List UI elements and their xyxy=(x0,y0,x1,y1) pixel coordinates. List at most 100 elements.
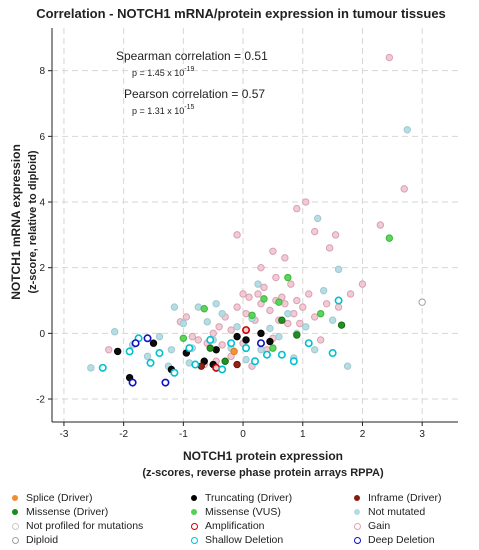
point-shallow-deletion xyxy=(289,357,298,366)
point-shallow-deletion xyxy=(218,365,227,374)
point-not-mutated xyxy=(170,303,179,311)
point-missense-vus xyxy=(260,295,268,303)
point-missense-vus xyxy=(385,234,394,242)
x-tick-label: 1 xyxy=(300,429,306,440)
point-shallow-deletion xyxy=(334,296,343,305)
point-shallow-deletion xyxy=(191,360,200,369)
legend-marker xyxy=(191,509,197,515)
point-gain xyxy=(284,319,292,328)
point-not-mutated xyxy=(319,286,328,295)
point-not-mutated xyxy=(143,352,152,361)
legend-label: Splice (Driver) xyxy=(26,492,93,504)
x-tick-label: 0 xyxy=(240,429,246,440)
y-tick-label: 4 xyxy=(39,198,45,209)
legend-label: Missense (Driver) xyxy=(26,506,109,518)
point-gain xyxy=(322,300,331,308)
point-not-mutated xyxy=(313,214,322,223)
point-not-mutated xyxy=(284,309,292,318)
point-shallow-deletion xyxy=(242,344,251,353)
y-tick-label: 8 xyxy=(39,66,45,77)
legend-label: Not mutated xyxy=(368,506,426,518)
legend-label: Missense (VUS) xyxy=(205,506,281,518)
point-truncating-driver xyxy=(149,339,158,347)
point-shallow-deletion xyxy=(146,358,155,367)
point-gain xyxy=(346,290,355,298)
point-gain xyxy=(194,336,202,344)
x-tick-label: -3 xyxy=(59,429,68,440)
point-gain xyxy=(260,283,268,292)
legend-marker xyxy=(354,495,360,501)
point-shallow-deletion xyxy=(251,357,260,366)
point-shallow-deletion xyxy=(185,344,194,353)
y-axis-sublabel: (z-score, relative to diploid) xyxy=(27,150,39,293)
point-gain xyxy=(293,204,301,213)
point-gain xyxy=(233,231,241,239)
point-gain xyxy=(376,221,385,229)
point-gain xyxy=(334,303,343,311)
x-tick-label: 3 xyxy=(419,429,425,440)
point-gain xyxy=(299,303,307,311)
point-missense-driver xyxy=(206,344,214,352)
point-gain xyxy=(182,313,191,321)
point-gain xyxy=(227,326,235,334)
legend-marker xyxy=(354,509,360,515)
x-tick-label: -1 xyxy=(179,429,188,440)
spearman-p-exp: -19 xyxy=(184,66,194,73)
point-not-mutated xyxy=(155,332,164,341)
point-truncating-driver xyxy=(242,336,250,344)
point-gain xyxy=(287,280,295,288)
legend-marker xyxy=(12,495,18,501)
y-tick-label: -2 xyxy=(36,395,45,406)
point-shallow-deletion xyxy=(262,350,271,359)
point-missense-vus xyxy=(284,273,292,282)
point-gain xyxy=(269,247,277,255)
point-missense-vus xyxy=(316,309,325,318)
spearman-label: Spearman correlation = 0.51 xyxy=(116,49,268,63)
point-not-mutated xyxy=(87,364,95,372)
point-shallow-deletion xyxy=(227,339,236,348)
x-axis-label: NOTCH1 protein expression xyxy=(183,449,343,463)
chart-title: Correlation - NOTCH1 mRNA/protein expres… xyxy=(36,6,446,21)
legend-marker xyxy=(354,523,361,530)
point-splice-driver xyxy=(230,347,238,356)
point-shallow-deletion xyxy=(304,339,313,348)
point-gain xyxy=(257,263,265,272)
point-gain xyxy=(218,341,226,349)
spearman-p-base: p = 1.45 x 10 xyxy=(132,68,184,78)
point-missense-vus xyxy=(200,305,208,313)
point-missense-vus xyxy=(269,344,277,352)
chart-legend: Splice (Driver) Truncating (Driver) Infram… xyxy=(0,488,479,550)
point-gain xyxy=(325,244,334,252)
legend-label: Diploid xyxy=(26,534,59,546)
point-not-mutated xyxy=(179,319,188,328)
point-missense-driver xyxy=(221,357,229,365)
legend-marker xyxy=(12,509,18,515)
point-not-mutated xyxy=(218,309,226,318)
x-tick-label: 2 xyxy=(360,429,366,440)
point-inframe-driver xyxy=(233,360,241,369)
pearson-annotation: Pearson correlation = 0.57 p = 1.31 x 10… xyxy=(124,87,265,116)
point-not-mutated xyxy=(328,316,337,324)
point-deep-deletion xyxy=(128,378,137,387)
point-gain xyxy=(311,227,319,236)
legend-label: Deep Deletion xyxy=(368,534,435,546)
point-not-mutated xyxy=(203,318,211,326)
point-not-mutated xyxy=(343,362,352,370)
point-not-mutated xyxy=(212,300,220,308)
point-gain xyxy=(400,185,408,193)
x-tick-label: -2 xyxy=(119,429,128,440)
point-shallow-deletion xyxy=(206,335,215,344)
point-amplification xyxy=(242,326,251,335)
point-gain xyxy=(209,329,217,338)
y-tick-label: 0 xyxy=(39,329,45,340)
legend-label: Truncating (Driver) xyxy=(205,492,293,504)
legend-label: Shallow Deletion xyxy=(205,534,284,546)
point-not-mutated xyxy=(254,280,262,288)
y-tick-label: 2 xyxy=(39,263,45,274)
legend-marker xyxy=(12,537,19,544)
point-not-mutated xyxy=(233,323,241,331)
point-truncating-driver xyxy=(212,346,220,354)
grid-lines xyxy=(52,28,458,422)
point-gain xyxy=(266,306,274,315)
point-gain xyxy=(331,231,340,239)
